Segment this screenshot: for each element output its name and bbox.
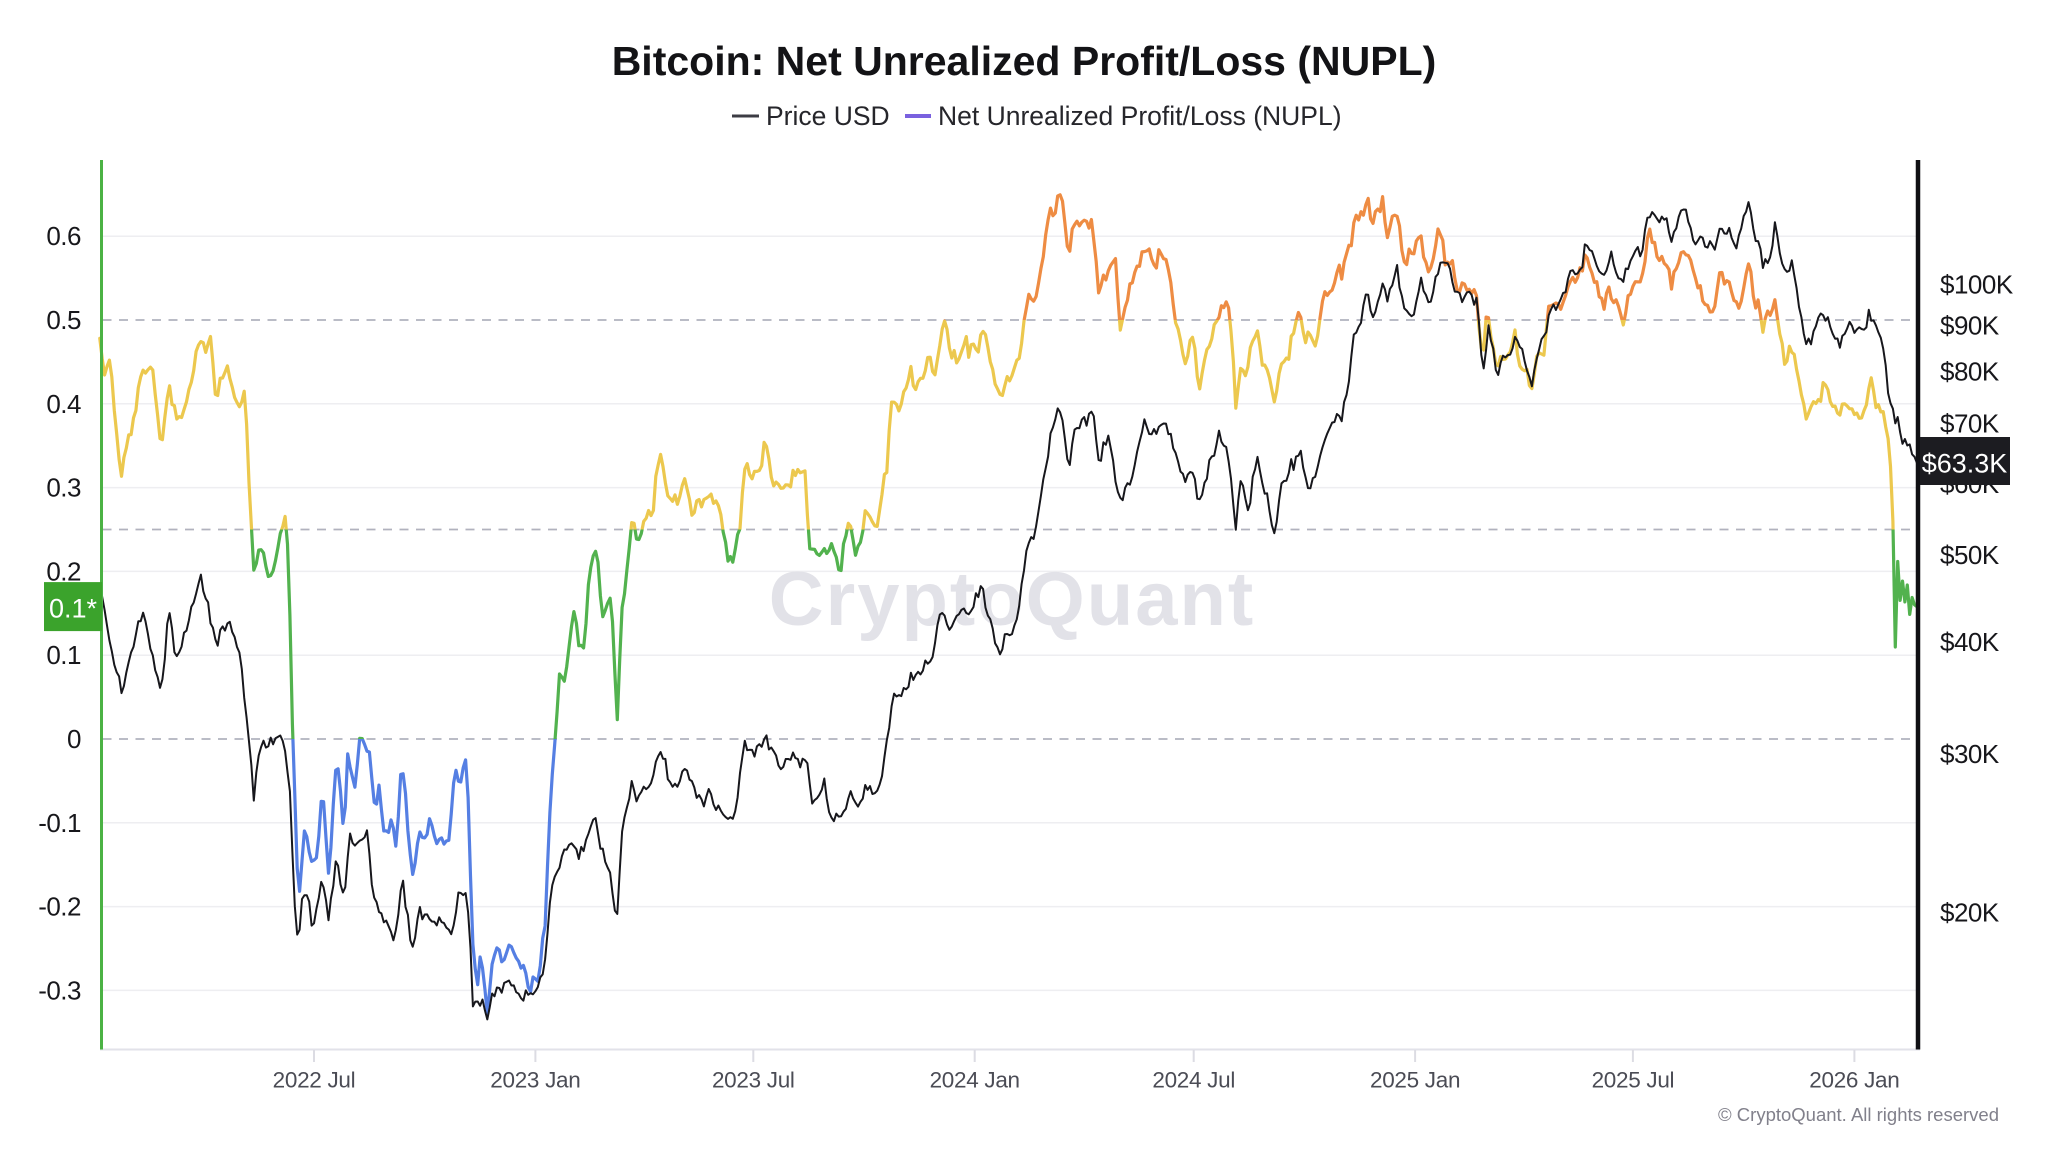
svg-text:$50K: $50K (1940, 540, 2000, 570)
svg-text:2026 Jan: 2026 Jan (1809, 1068, 1899, 1093)
svg-text:2023 Jan: 2023 Jan (490, 1068, 580, 1093)
svg-text:$20K: $20K (1940, 897, 2000, 927)
svg-text:CryptoQuant: CryptoQuant (769, 557, 1255, 642)
svg-text:$30K: $30K (1940, 739, 2000, 769)
svg-text:0.1*: 0.1* (49, 594, 98, 624)
svg-text:$90K: $90K (1940, 311, 2000, 341)
svg-text:2022 Jul: 2022 Jul (273, 1068, 356, 1093)
svg-text:2025 Jul: 2025 Jul (1592, 1068, 1675, 1093)
svg-text:$40K: $40K (1940, 627, 2000, 657)
svg-text:$63.3K: $63.3K (1922, 449, 2008, 479)
svg-text:-0.2: -0.2 (38, 892, 81, 922)
svg-text:2025 Jan: 2025 Jan (1370, 1068, 1460, 1093)
svg-text:$100K: $100K (1940, 270, 2014, 300)
svg-text:Bitcoin: Net Unrealized Profit: Bitcoin: Net Unrealized Profit/Loss (NUP… (612, 38, 1437, 84)
svg-text:0.3: 0.3 (46, 473, 81, 503)
svg-text:$70K: $70K (1940, 409, 2000, 439)
svg-text:0.4: 0.4 (46, 389, 81, 419)
svg-text:2024 Jul: 2024 Jul (1152, 1068, 1235, 1093)
svg-text:2023 Jul: 2023 Jul (712, 1068, 795, 1093)
svg-text:0: 0 (67, 724, 81, 754)
svg-text:-0.1: -0.1 (38, 808, 81, 838)
svg-text:0.6: 0.6 (46, 221, 81, 251)
svg-text:0.1: 0.1 (46, 640, 81, 670)
svg-text:Price USD: Price USD (766, 101, 890, 131)
svg-text:0.5: 0.5 (46, 305, 81, 335)
svg-text:$80K: $80K (1940, 357, 2000, 387)
svg-text:-0.3: -0.3 (38, 975, 81, 1005)
svg-text:0.2: 0.2 (46, 556, 81, 586)
svg-text:© CryptoQuant. All rights rese: © CryptoQuant. All rights reserved (1718, 1104, 1999, 1125)
svg-text:2024 Jan: 2024 Jan (930, 1068, 1020, 1093)
svg-text:Net Unrealized Profit/Loss (NU: Net Unrealized Profit/Loss (NUPL) (938, 101, 1342, 131)
